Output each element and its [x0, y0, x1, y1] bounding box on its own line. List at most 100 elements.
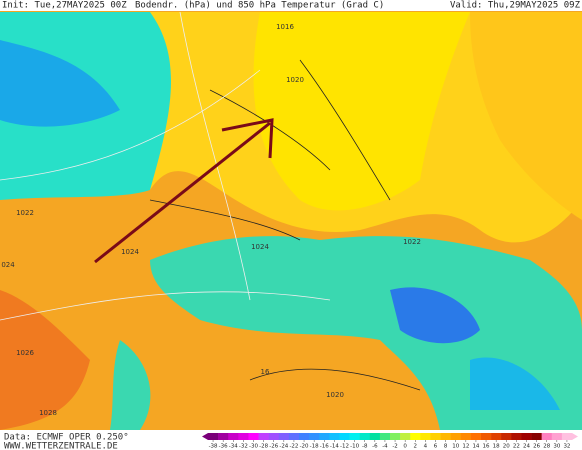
colorbar-tick-label: 16 — [483, 444, 490, 450]
isobar-label: 1024 — [251, 243, 269, 251]
colorbar-bin — [511, 433, 522, 440]
colorbar-tick-label: 14 — [472, 444, 479, 450]
title: Bodendr. (hPa) und 850 hPa Temperatur (G… — [135, 1, 384, 11]
data-source: Data: ECMWF OPER 0.250° — [4, 433, 129, 443]
colorbar-tick-label: 6 — [434, 444, 438, 450]
colorbar-tick-label: -20 — [300, 444, 309, 450]
yellow-core — [253, 12, 470, 211]
colorbar-tick-label: -14 — [330, 444, 339, 450]
colorbar-bin — [278, 433, 290, 440]
colorbar-tick-label: -18 — [310, 444, 319, 450]
colorbar-right-end — [572, 433, 578, 440]
colorbar-tick-label: 4 — [424, 444, 428, 450]
colorbar-tick-label: 26 — [533, 444, 540, 450]
colorbar-tick-label: 32 — [563, 444, 570, 450]
colorbar-tick-label: -34 — [229, 444, 238, 450]
colorbar-tick-label: 30 — [553, 444, 560, 450]
colorbar-bin — [390, 433, 401, 440]
colorbar-bin — [349, 433, 360, 440]
isobar-label: 1020 — [326, 391, 344, 399]
colorbar-tick-label: -30 — [249, 444, 258, 450]
colorbar-bin — [299, 433, 310, 440]
cool-patch — [470, 357, 560, 410]
colorbar-tick-label: -32 — [239, 444, 248, 450]
colorbar-bin — [531, 433, 542, 440]
colorbar-tick-label: -38 — [209, 444, 218, 450]
colorbar-bin — [319, 433, 330, 440]
colorbar-bin — [329, 433, 340, 440]
colorbar-tick-label: -24 — [279, 444, 288, 450]
orange-yellow-region — [470, 12, 582, 220]
colorbar-bin — [258, 433, 269, 440]
colorbar-tick-label: 8 — [444, 444, 448, 450]
colorbar-tick-label: -10 — [350, 444, 359, 450]
colorbar-tick-label: -2 — [392, 444, 397, 450]
colorbar-tick-label: 28 — [543, 444, 550, 450]
colorbar-bin — [551, 433, 563, 440]
colorbar-tick-label: 2 — [414, 444, 418, 450]
colorbar-bin — [420, 433, 431, 440]
colorbar-tick-label: 22 — [513, 444, 520, 450]
colorbar-tick-label: -22 — [289, 444, 298, 450]
arrow-shaft — [94, 121, 271, 264]
colorbar-tick-label: 18 — [493, 444, 500, 450]
colorbar-tick-label: -26 — [269, 444, 278, 450]
colorbar-tick-label: -4 — [382, 444, 388, 450]
colorbar-bin — [288, 433, 300, 440]
colorbar-bin — [430, 433, 441, 440]
isobar-label: 1026 — [16, 349, 34, 357]
colorbar-bin — [481, 433, 492, 440]
colorbar-tick-label: 12 — [462, 444, 469, 450]
colorbar: -38 -36 -34 -32 -30 -28 -26 -24 -22 -20 -18 -16 -14-… — [202, 433, 578, 450]
header-bar — [0, 0, 582, 11]
colorbar-tick-label: 10 — [452, 444, 459, 450]
isobar-label: 1016 — [276, 23, 294, 31]
colorbar-tick-label: -16 — [320, 444, 329, 450]
colorbar-bin — [521, 433, 532, 440]
green-patch — [110, 340, 151, 430]
colorbar-bin — [208, 433, 219, 440]
colorbar-bin — [268, 433, 280, 440]
colorbar-tick-label: -12 — [340, 444, 349, 450]
colorbar-bin — [470, 433, 482, 440]
colorbar-bin — [410, 433, 421, 440]
isobar-label: 1024 — [121, 248, 139, 256]
colorbar-bin — [339, 433, 350, 440]
cold-patch — [390, 287, 480, 344]
borders — [149, 59, 421, 391]
colorbar-tick-label: 0 — [403, 444, 407, 450]
colorbar-tick-label: -28 — [259, 444, 268, 450]
colorbar-bin — [450, 433, 462, 440]
colorbar-bin — [309, 433, 320, 440]
isobar-label: 1020 — [286, 76, 304, 84]
website: WWW.WETTERZENTRALE.DE — [4, 442, 118, 450]
isobar-label: 024 — [1, 261, 15, 269]
colorbar-tick-label: -8 — [362, 444, 368, 450]
colorbar-tick-label: -6 — [372, 444, 378, 450]
isobar-label: 1028 — [39, 409, 57, 417]
isobar-label: 1022 — [16, 209, 34, 217]
colorbar-bin — [359, 433, 371, 440]
colorbar-bin — [561, 433, 573, 440]
colorbar-bin — [248, 433, 259, 440]
colorbar-bin — [238, 433, 249, 440]
valid-time: Valid: Thu,29MAY2025 09Z — [450, 1, 581, 11]
isobar-label: 1022 — [403, 238, 421, 246]
init-time: Init: Tue,27MAY2025 00Z — [2, 1, 127, 11]
colorbar-bin — [501, 433, 512, 440]
warm-patch — [0, 290, 90, 430]
colorbar-tick-label: 24 — [523, 444, 530, 450]
isobar-label: 16 — [261, 368, 270, 376]
colorbar-bin — [460, 433, 472, 440]
colorbar-bin — [400, 433, 411, 440]
map: 1016 1020 1022 1024 1024 024 1026 1028 1020 16 102… — [0, 0, 582, 430]
colorbar-left-end — [202, 433, 208, 440]
colorbar-bin — [491, 433, 502, 440]
colorbar-bin — [369, 433, 381, 440]
cold-region — [0, 40, 120, 127]
colorbar-bin — [541, 433, 553, 440]
colorbar-bin — [379, 433, 391, 440]
colorbar-bin — [218, 433, 229, 440]
colorbar-bin — [440, 433, 451, 440]
